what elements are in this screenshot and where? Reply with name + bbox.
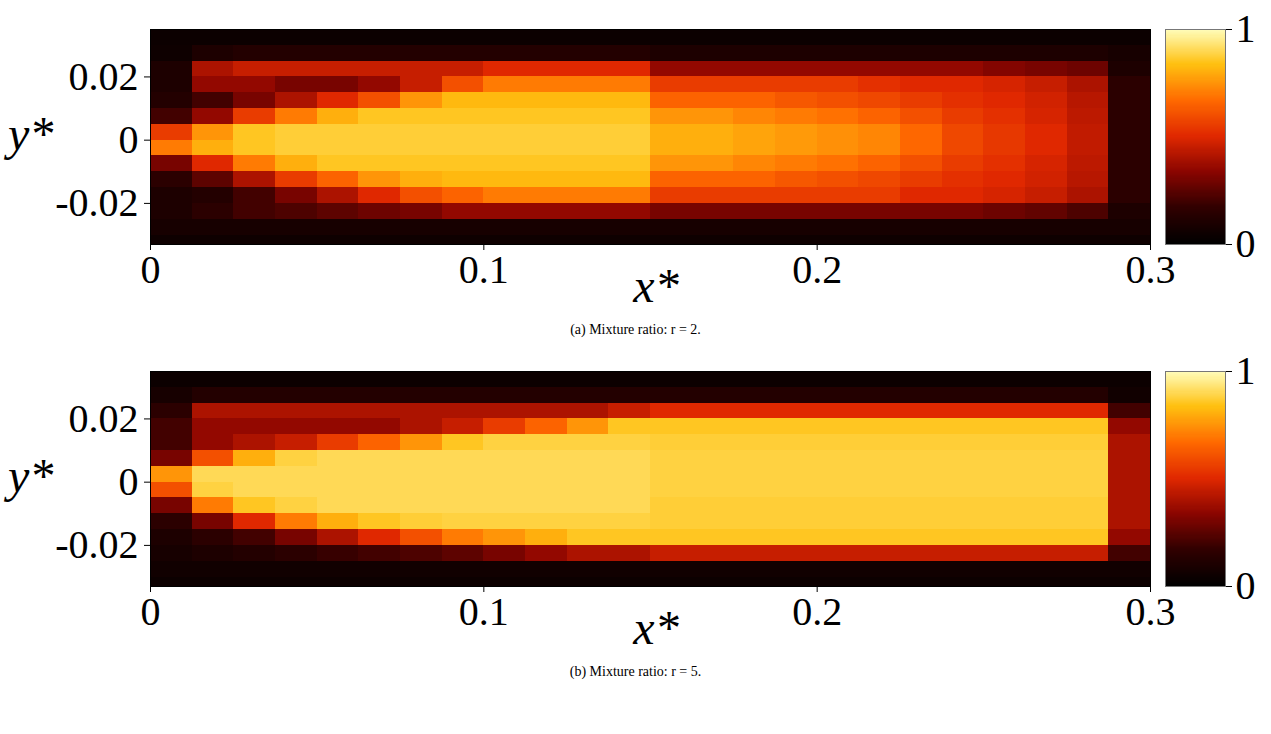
html-text:(b) Mixture ratio: r = 5.: (b) Mixture ratio: r = 5. (569, 664, 702, 679)
html-text:x*: x* (633, 601, 679, 654)
svg-text:0.1: 0.1 (459, 589, 509, 634)
svg-text:0.2: 0.2 (792, 247, 842, 292)
svg-text:0: 0 (1236, 563, 1256, 608)
svg-text:0: 0 (141, 589, 161, 634)
svg-text:0.2: 0.2 (792, 589, 842, 634)
svg-text:0.3: 0.3 (1126, 589, 1176, 634)
svg-text:0.1: 0.1 (459, 247, 509, 292)
html-text:y*: y* (8, 106, 54, 160)
svg-text:0: 0 (119, 459, 139, 504)
svg-text:1: 1 (1236, 6, 1256, 51)
svg-text:0.02: 0.02 (69, 396, 139, 441)
svg-text:0.02: 0.02 (69, 54, 139, 99)
svg-text:0: 0 (141, 247, 161, 292)
svg-text:-0.02: -0.02 (55, 180, 138, 225)
svg-text:0: 0 (1236, 221, 1256, 266)
html-text:(a) Mixture ratio: r = 2.: (a) Mixture ratio: r = 2. (570, 322, 701, 337)
svg-text:0.3: 0.3 (1126, 247, 1176, 292)
svg-text:0: 0 (119, 117, 139, 162)
html-text:x*: x* (633, 259, 679, 312)
svg-text:1: 1 (1236, 348, 1256, 393)
html-text:y*: y* (8, 448, 54, 502)
svg-text:-0.02: -0.02 (55, 522, 138, 567)
